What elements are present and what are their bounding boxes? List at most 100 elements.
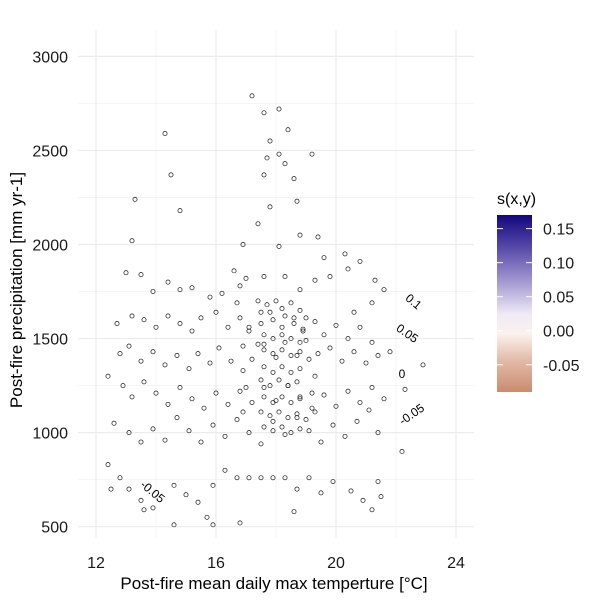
surface-cell — [138, 145, 142, 150]
surface-cell — [233, 249, 237, 254]
surface-cell — [138, 258, 142, 263]
surface-cell — [102, 344, 106, 349]
surface-cell — [239, 506, 243, 511]
surface-cell — [206, 506, 210, 511]
surface-cell — [158, 163, 162, 168]
surface-cell — [212, 443, 216, 448]
surface-cell — [167, 73, 171, 78]
surface-cell — [120, 127, 124, 132]
surface-cell — [197, 95, 201, 100]
surface-cell — [227, 502, 231, 507]
surface-cell — [221, 425, 225, 430]
surface-cell — [132, 303, 136, 308]
surface-cell — [120, 100, 124, 105]
surface-cell — [144, 461, 148, 466]
surface-cell — [239, 461, 243, 466]
surface-cell — [123, 497, 127, 502]
surface-cell — [129, 159, 133, 164]
surface-cell — [173, 249, 177, 254]
surface-cell — [111, 64, 115, 69]
surface-cell — [108, 100, 112, 105]
surface-cell — [170, 204, 174, 209]
surface-cell — [150, 366, 154, 371]
surface-cell — [242, 145, 246, 150]
surface-cell — [144, 226, 148, 231]
surface-cell — [236, 348, 240, 353]
surface-cell — [176, 226, 180, 231]
surface-cell — [129, 371, 133, 376]
surface-cell — [108, 190, 112, 195]
surface-cell — [221, 470, 225, 475]
surface-cell — [123, 105, 127, 110]
surface-cell — [114, 118, 118, 123]
surface-cell — [233, 290, 237, 295]
surface-cell — [132, 199, 136, 204]
surface-cell — [200, 398, 204, 403]
surface-cell — [99, 403, 103, 408]
surface-cell — [153, 317, 157, 322]
surface-cell — [129, 100, 133, 105]
surface-cell — [170, 466, 174, 471]
surface-cell — [164, 357, 168, 362]
surface-cell — [218, 123, 222, 128]
surface-cell — [176, 366, 180, 371]
surface-cell — [147, 303, 151, 308]
surface-cell — [114, 290, 118, 295]
surface-cell — [114, 199, 118, 204]
surface-cell — [150, 127, 154, 132]
surface-cell — [191, 448, 195, 453]
surface-cell — [194, 64, 198, 69]
surface-cell — [173, 226, 177, 231]
surface-cell — [245, 267, 249, 272]
surface-cell — [209, 506, 213, 511]
surface-cell — [233, 190, 237, 195]
surface-cell — [114, 263, 118, 268]
surface-cell — [212, 190, 216, 195]
surface-cell — [188, 475, 192, 480]
surface-cell — [182, 484, 186, 489]
surface-cell — [176, 68, 180, 73]
surface-cell — [158, 317, 162, 322]
surface-cell — [102, 186, 106, 191]
surface-cell — [120, 502, 124, 507]
surface-cell — [141, 461, 145, 466]
surface-cell — [167, 470, 171, 475]
surface-cell — [150, 217, 154, 222]
surface-cell — [102, 154, 106, 159]
surface-cell — [135, 145, 139, 150]
surface-cell — [242, 326, 246, 331]
surface-cell — [203, 100, 207, 105]
surface-cell — [135, 321, 139, 326]
surface-cell — [233, 348, 237, 353]
surface-cell — [233, 294, 237, 299]
surface-cell — [188, 123, 192, 128]
surface-cell — [161, 511, 165, 516]
surface-cell — [203, 172, 207, 177]
surface-cell — [102, 502, 106, 507]
surface-cell — [212, 272, 216, 277]
surface-cell — [102, 506, 106, 511]
surface-cell — [245, 497, 249, 502]
surface-cell — [209, 416, 213, 421]
surface-cell — [105, 213, 109, 218]
surface-cell — [150, 416, 154, 421]
surface-cell — [147, 276, 151, 281]
surface-cell — [108, 141, 112, 146]
surface-cell — [138, 159, 142, 164]
surface-cell — [141, 118, 145, 123]
surface-cell — [114, 281, 118, 286]
surface-cell — [191, 199, 195, 204]
surface-cell — [197, 204, 201, 209]
surface-cell — [105, 217, 109, 222]
surface-cell — [218, 244, 222, 249]
surface-cell — [144, 281, 148, 286]
surface-cell — [212, 321, 216, 326]
surface-cell — [120, 394, 124, 399]
surface-cell — [230, 470, 234, 475]
surface-cell — [164, 82, 168, 87]
surface-cell — [161, 154, 165, 159]
surface-cell — [209, 344, 213, 349]
surface-cell — [227, 145, 231, 150]
surface-cell — [114, 254, 118, 259]
surface-cell — [179, 145, 183, 150]
